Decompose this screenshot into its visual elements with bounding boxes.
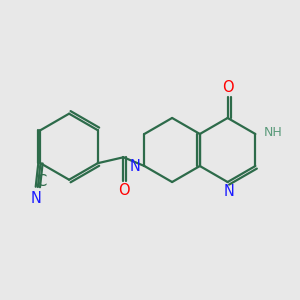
- Text: N: N: [224, 184, 235, 200]
- Text: C: C: [36, 173, 46, 188]
- Text: N: N: [130, 159, 141, 174]
- Text: O: O: [223, 80, 234, 95]
- Text: N: N: [31, 191, 42, 206]
- Text: O: O: [118, 183, 130, 198]
- Text: NH: NH: [264, 126, 282, 139]
